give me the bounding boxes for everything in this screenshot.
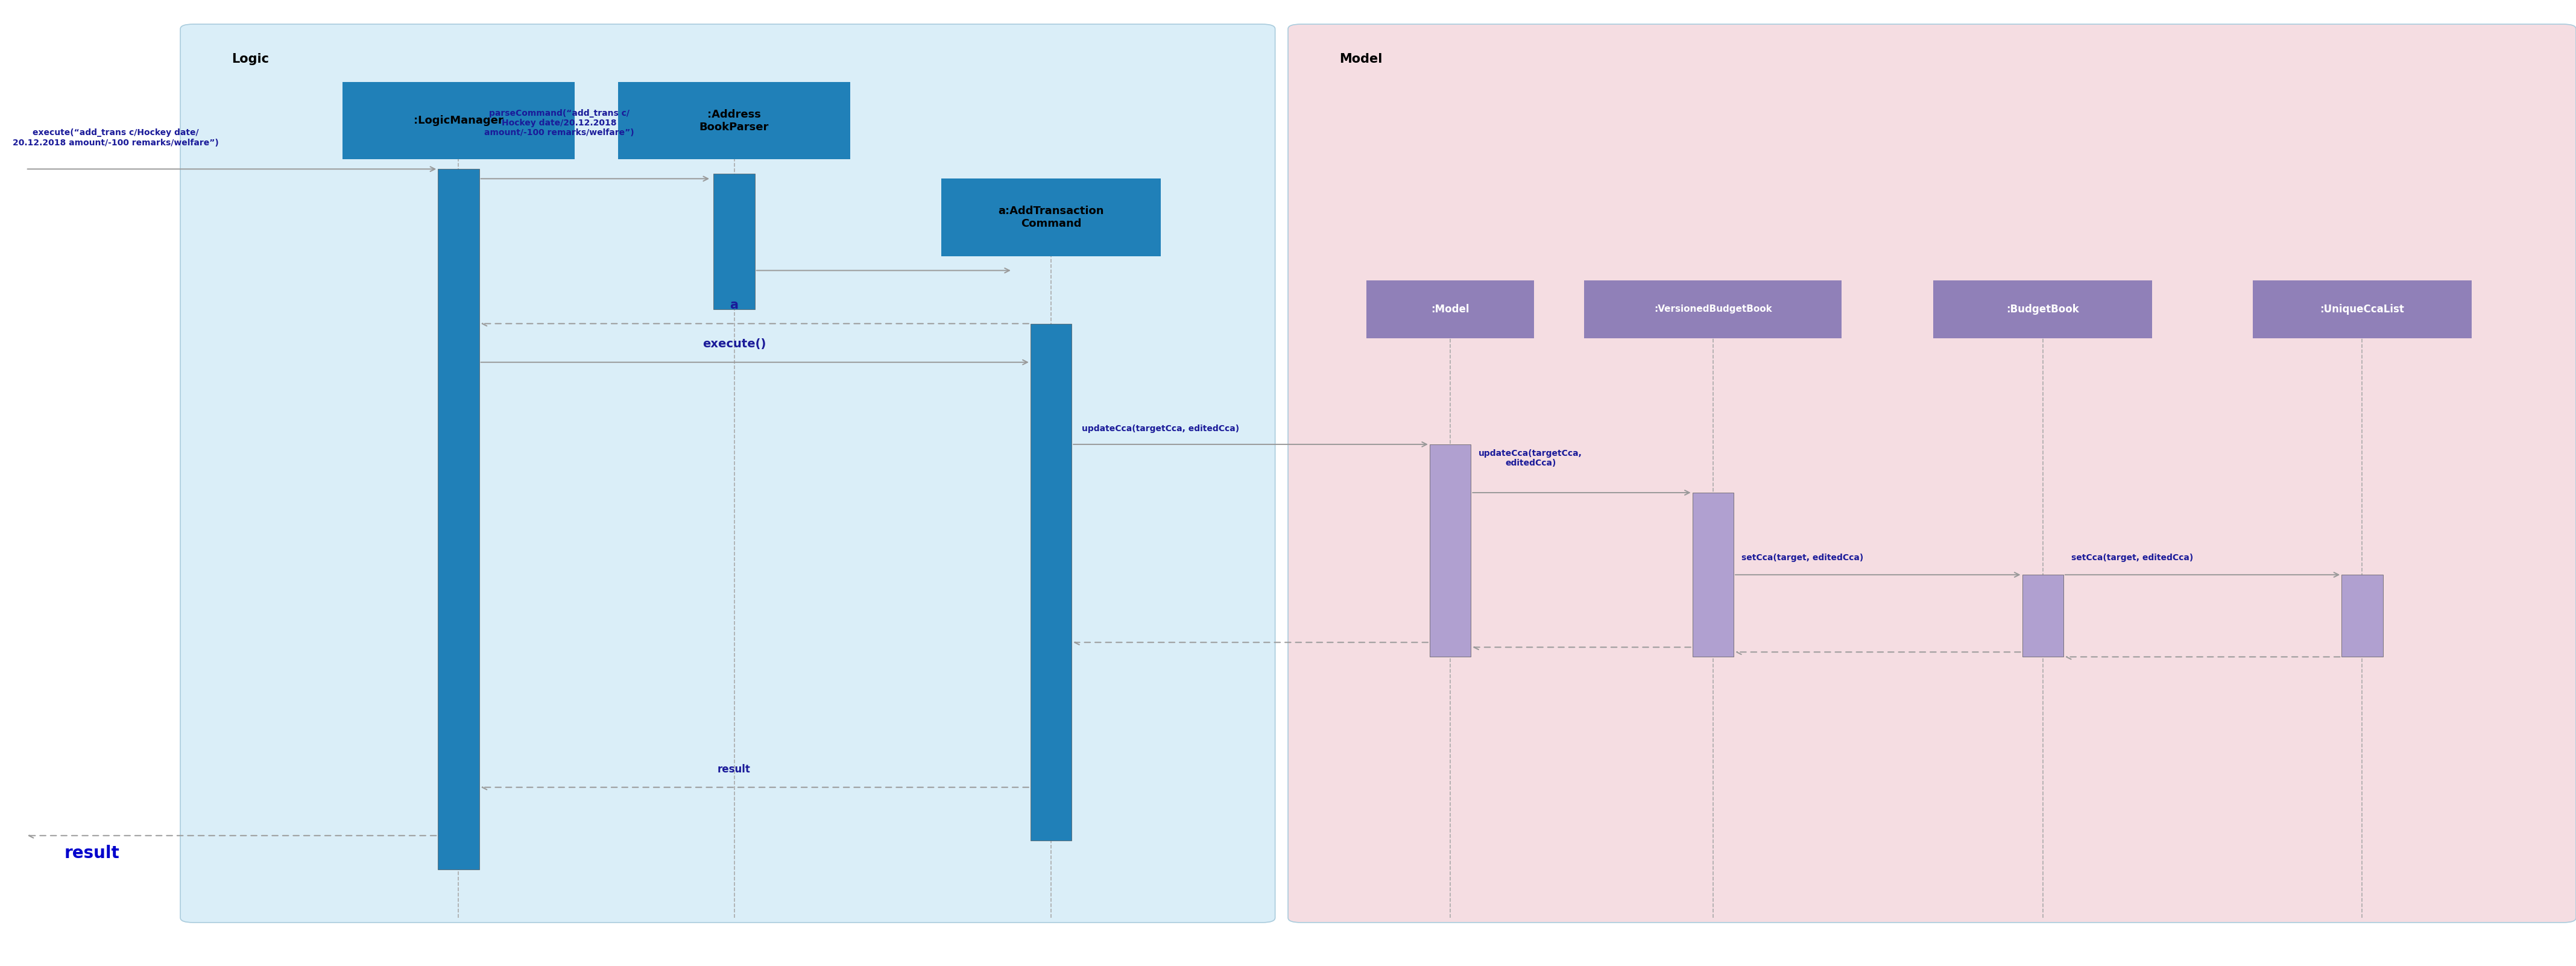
Bar xyxy=(714,174,755,309)
Bar xyxy=(2342,575,2383,657)
Bar xyxy=(343,82,574,159)
Text: setCca(target, editedCca): setCca(target, editedCca) xyxy=(1741,554,1862,562)
Text: updateCca(targetCca, editedCca): updateCca(targetCca, editedCca) xyxy=(1082,424,1239,433)
Text: parseCommand(“add_trans c/
Hockey date/20.12.2018
amount/-100 remarks/welfare”): parseCommand(“add_trans c/ Hockey date/2… xyxy=(484,109,634,137)
Text: setCca(target, editedCca): setCca(target, editedCca) xyxy=(2071,554,2192,562)
Text: a:AddTransaction
Command: a:AddTransaction Command xyxy=(997,206,1105,229)
Text: :BudgetBook: :BudgetBook xyxy=(2007,303,2079,315)
Bar xyxy=(2251,280,2470,338)
Bar xyxy=(1430,444,1471,657)
Bar xyxy=(2022,575,2063,657)
FancyBboxPatch shape xyxy=(1288,24,2576,923)
Text: :UniqueCcaList: :UniqueCcaList xyxy=(2321,303,2403,315)
Bar xyxy=(1932,280,2154,338)
Text: execute(“add_trans c/Hockey date/
20.12.2018 amount/-100 remarks/welfare”): execute(“add_trans c/Hockey date/ 20.12.… xyxy=(13,128,219,147)
Bar xyxy=(1584,280,1842,338)
Text: Logic: Logic xyxy=(232,53,270,65)
Text: :Model: :Model xyxy=(1432,303,1468,315)
Bar xyxy=(438,169,479,869)
Text: :Address
BookParser: :Address BookParser xyxy=(698,109,770,132)
Bar xyxy=(1030,324,1072,840)
Bar xyxy=(943,179,1159,256)
Bar xyxy=(618,82,850,159)
Text: a: a xyxy=(729,299,739,311)
Text: updateCca(targetCca,
editedCca): updateCca(targetCca, editedCca) xyxy=(1479,449,1582,468)
Bar xyxy=(1365,280,1533,338)
Text: result: result xyxy=(64,845,118,862)
Text: Model: Model xyxy=(1340,53,1383,65)
Text: result: result xyxy=(719,764,750,775)
Text: :VersionedBudgetBook: :VersionedBudgetBook xyxy=(1654,304,1772,314)
Bar xyxy=(1692,493,1734,657)
Text: :LogicManager: :LogicManager xyxy=(415,115,502,127)
Text: execute(): execute() xyxy=(703,338,765,350)
FancyBboxPatch shape xyxy=(180,24,1275,923)
